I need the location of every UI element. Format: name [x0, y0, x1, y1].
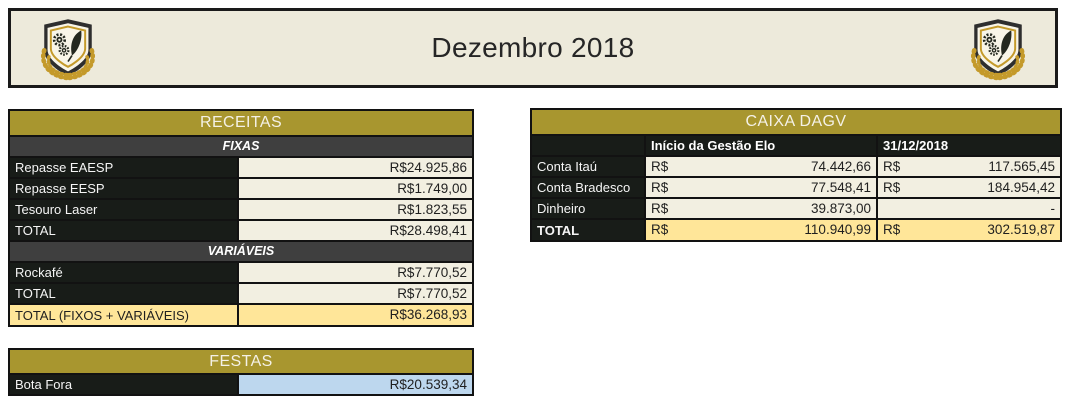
amount: 39.873,00 — [810, 200, 871, 216]
amount: 74.442,66 — [810, 158, 871, 174]
amount: 184.954,42 — [987, 179, 1055, 195]
receitas-row-label: Repasse EESP — [10, 179, 237, 198]
caixa-row-value-2: R$ 184.954,42 — [878, 178, 1060, 197]
receitas-grand-total-label: TOTAL (FIXOS + VARIÁVEIS) — [10, 305, 237, 325]
caixa-row-value-2: R$ 117.565,45 — [878, 157, 1060, 176]
caixa-row-value-1: R$ 74.442,66 — [646, 157, 876, 176]
caixa-col-header-empty — [532, 136, 644, 155]
festas-row-label: Bota Fora — [10, 375, 237, 394]
currency-symbol: R$ — [883, 222, 901, 238]
receitas-row-value: R$1.749,00 — [239, 179, 472, 198]
caixa-dagv-table: CAIXA DAGV Início da Gestão Elo 31/12/20… — [530, 108, 1062, 242]
caixa-row-label: Conta Bradesco — [532, 178, 644, 197]
receitas-total-fixas-value: R$28.498,41 — [239, 221, 472, 240]
caixa-col-header-inicio-gestao: Início da Gestão Elo — [646, 136, 876, 155]
currency-symbol: R$ — [883, 158, 901, 174]
receitas-grand-total-value: R$36.268,93 — [239, 305, 472, 325]
caixa-title: CAIXA DAGV — [532, 110, 1060, 134]
caixa-row-label: Conta Itaú — [532, 157, 644, 176]
caixa-row-value-1: R$ 77.548,41 — [646, 178, 876, 197]
caixa-row-value-2: - — [878, 199, 1060, 218]
receitas-section-fixas: FIXAS — [10, 137, 472, 156]
caixa-total-value-1: R$ 110.940,99 — [646, 220, 876, 240]
caixa-row-value-1: R$ 39.873,00 — [646, 199, 876, 218]
receitas-row-label: Rockafé — [10, 263, 237, 282]
festas-table: FESTAS Bota Fora R$20.539,34 — [8, 348, 474, 396]
receitas-title: RECEITAS — [10, 111, 472, 135]
amount: 302.519,87 — [987, 222, 1055, 238]
caixa-row-label: Dinheiro — [532, 199, 644, 218]
club-crest-icon — [35, 16, 101, 82]
club-crest-icon — [965, 16, 1031, 82]
receitas-table: RECEITAS FIXAS Repasse EAESP R$24.925,86… — [8, 109, 474, 327]
header-banner: Dezembro 2018 — [8, 8, 1058, 88]
page-title: Dezembro 2018 — [431, 32, 635, 63]
festas-row-value: R$20.539,34 — [239, 375, 472, 394]
currency-symbol: R$ — [651, 158, 669, 174]
receitas-row-value: R$7.770,52 — [239, 263, 472, 282]
receitas-total-fixas-label: TOTAL — [10, 221, 237, 240]
receitas-total-variaveis-label: TOTAL — [10, 284, 237, 303]
receitas-total-variaveis-value: R$7.770,52 — [239, 284, 472, 303]
amount: 110.940,99 — [804, 222, 871, 238]
currency-symbol: R$ — [651, 200, 669, 216]
currency-symbol: R$ — [651, 179, 669, 195]
receitas-row-value: R$1.823,55 — [239, 200, 472, 219]
amount: - — [1050, 200, 1056, 216]
receitas-row-label: Tesouro Laser — [10, 200, 237, 219]
currency-symbol: R$ — [651, 222, 669, 238]
amount: 77.548,41 — [810, 179, 871, 195]
receitas-section-variaveis: VARIÁVEIS — [10, 242, 472, 261]
caixa-total-value-2: R$ 302.519,87 — [878, 220, 1060, 240]
amount: 117.565,45 — [988, 158, 1055, 174]
receitas-row-value: R$24.925,86 — [239, 158, 472, 177]
festas-title: FESTAS — [10, 350, 472, 373]
receitas-row-label: Repasse EAESP — [10, 158, 237, 177]
currency-symbol: R$ — [883, 179, 901, 195]
caixa-col-header-date: 31/12/2018 — [878, 136, 1060, 155]
caixa-total-label: TOTAL — [532, 220, 644, 240]
